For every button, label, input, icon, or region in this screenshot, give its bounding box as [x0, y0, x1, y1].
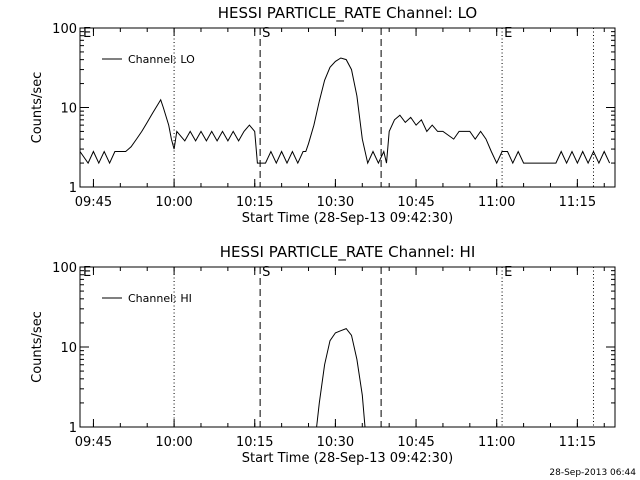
x-tick-label: 11:00	[478, 195, 515, 210]
x-tick-label: 10:00	[155, 435, 192, 450]
event-marker-label: E	[504, 265, 512, 280]
legend-label: Channel: HI	[128, 292, 192, 305]
x-tick-label: 11:15	[559, 195, 596, 210]
y-axis-label: Counts/sec	[30, 311, 45, 383]
chart-panel: HESSI PARTICLE_RATE Channel: HI Counts/se…	[30, 243, 616, 466]
series-line	[79, 57, 611, 165]
series-line	[316, 328, 366, 428]
event-marker-label: S	[262, 26, 270, 41]
event-marker-label: E	[83, 265, 91, 280]
y-tick-label: 1	[69, 181, 77, 196]
x-tick-label: 09:45	[75, 435, 112, 450]
event-marker-label: S	[262, 265, 270, 280]
y-tick-label: 1	[69, 421, 77, 436]
chart-stamp: 28-Sep-2013 06:44	[549, 468, 636, 478]
x-tick-label: 10:00	[155, 195, 192, 210]
x-tick-label: 10:45	[397, 435, 434, 450]
event-marker-label: E	[504, 26, 512, 41]
x-tick-label: 10:30	[317, 195, 354, 210]
y-axis-label: Counts/sec	[30, 72, 45, 144]
x-tick-label: 10:15	[236, 435, 273, 450]
x-tick-label: 11:15	[559, 435, 596, 450]
x-axis-label: Start Time (28-Sep-13 09:42:30)	[242, 211, 453, 226]
x-tick-label: 10:45	[397, 195, 434, 210]
event-marker-label: E	[83, 26, 91, 41]
chart-title: HESSI PARTICLE_RATE Channel: LO	[218, 4, 477, 23]
y-tick-label: 10	[60, 102, 77, 117]
x-tick-label: 10:30	[317, 435, 354, 450]
y-tick-label: 100	[52, 261, 77, 276]
x-tick-label: 10:15	[236, 195, 273, 210]
chart-title: HESSI PARTICLE_RATE Channel: HI	[220, 243, 476, 262]
x-tick-label: 09:45	[75, 195, 112, 210]
legend-label: Channel: LO	[128, 53, 195, 66]
x-tick-label: 11:00	[478, 435, 515, 450]
y-tick-label: 100	[52, 22, 77, 37]
chart-panel: HESSI PARTICLE_RATE Channel: LO Counts/se…	[30, 4, 616, 226]
x-axis-label: Start Time (28-Sep-13 09:42:30)	[242, 451, 453, 466]
plot-frame	[79, 266, 616, 428]
y-tick-label: 10	[60, 341, 77, 356]
